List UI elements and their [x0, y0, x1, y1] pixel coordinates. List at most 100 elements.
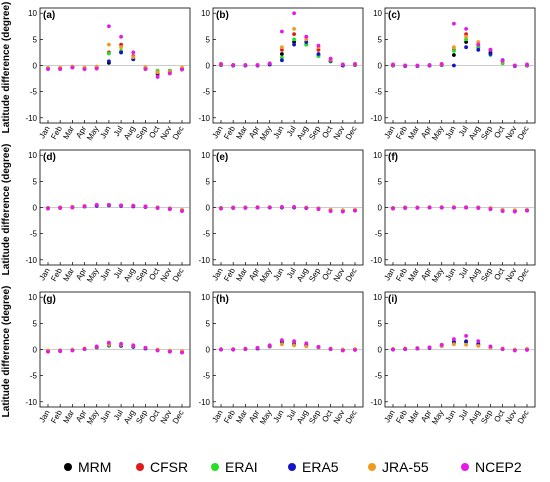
- x-tick-label: Jun: [443, 267, 457, 283]
- data-point: [107, 42, 111, 47]
- y-axis-label: Latitude difference (degree): [1, 2, 12, 134]
- x-tick-label: Mar: [61, 124, 76, 141]
- data-point: [439, 62, 444, 66]
- data-point: [46, 206, 50, 211]
- y-tick-label: 5: [378, 35, 383, 44]
- y-tick-label: 10: [201, 293, 210, 302]
- data-point: [280, 342, 284, 347]
- data-point: [316, 47, 321, 52]
- legend-label: ERAI: [225, 459, 258, 475]
- data-point: [304, 37, 309, 42]
- panel-label: (d): [43, 152, 56, 163]
- data-point: [353, 62, 357, 66]
- data-point: [107, 24, 111, 29]
- y-tick-label: -10: [198, 398, 210, 407]
- series-jra-55: [391, 205, 529, 213]
- x-tick-label: Dec: [171, 125, 186, 142]
- y-tick-label: 10: [28, 9, 37, 18]
- data-point: [280, 52, 284, 56]
- x-tick-label: Jun: [443, 409, 457, 425]
- legend-item-ncep2: NCEP2: [461, 459, 522, 475]
- data-point: [304, 341, 309, 346]
- y-tick-label: 0: [33, 346, 38, 355]
- y-tick-label: 0: [378, 204, 383, 213]
- data-point: [476, 206, 481, 210]
- data-point: [267, 205, 272, 210]
- series-ncep2: [391, 334, 529, 353]
- data-point: [292, 339, 296, 344]
- data-point: [94, 202, 99, 207]
- data-point: [525, 208, 529, 213]
- data-point: [340, 348, 345, 353]
- data-point: [464, 205, 468, 210]
- x-tick-label: Feb: [49, 408, 64, 425]
- x-tick-label: Feb: [222, 124, 237, 141]
- series-era5: [391, 205, 529, 213]
- data-point: [476, 339, 481, 344]
- series-mrm: [391, 40, 529, 68]
- data-point: [231, 63, 236, 67]
- x-tick-label: Jun: [271, 409, 285, 425]
- series-cfsr: [391, 205, 529, 214]
- x-tick-label: Aug: [295, 409, 310, 426]
- series-ncep2: [391, 21, 529, 68]
- x-tick-label: Nov: [159, 267, 174, 284]
- y-tick-label: -10: [198, 256, 210, 265]
- x-tick-label: May: [430, 125, 445, 143]
- legend-marker: [211, 463, 219, 471]
- data-point: [316, 344, 321, 349]
- y-tick-label: 5: [33, 35, 38, 44]
- x-tick-label: Aug: [467, 267, 482, 284]
- series-jra-55: [219, 342, 357, 352]
- data-point: [94, 66, 99, 71]
- data-point: [353, 348, 357, 352]
- x-tick-label: Jun: [443, 125, 457, 141]
- data-point: [82, 347, 87, 351]
- x-tick-label: May: [258, 125, 273, 143]
- series-mrm: [219, 40, 357, 68]
- data-point: [131, 343, 136, 348]
- series-era5: [219, 205, 357, 213]
- data-point: [167, 207, 172, 211]
- y-tick-label: -10: [25, 114, 37, 123]
- legend-label: ERA5: [302, 459, 339, 475]
- data-point: [328, 347, 333, 351]
- series-era5: [219, 40, 357, 68]
- data-point: [280, 205, 284, 209]
- x-tick-label: Dec: [516, 267, 531, 284]
- y-tick-label: 10: [373, 151, 382, 160]
- x-tick-label: May: [430, 409, 445, 427]
- data-point: [500, 209, 505, 214]
- x-tick-label: Aug: [295, 125, 310, 142]
- y-tick-label: 0: [33, 204, 38, 213]
- data-point: [219, 347, 223, 352]
- panel-label: (h): [216, 294, 229, 305]
- data-point: [340, 209, 345, 214]
- x-tick-label: Sep: [134, 266, 149, 283]
- data-point: [476, 40, 481, 44]
- series-ncep2: [219, 11, 357, 67]
- x-tick-label: Mar: [406, 266, 421, 283]
- data-point: [464, 40, 468, 44]
- data-point: [131, 55, 136, 60]
- series-ncep2: [46, 340, 184, 355]
- data-point: [280, 338, 284, 342]
- y-tick-label: -5: [375, 372, 383, 381]
- data-point: [180, 350, 184, 355]
- series-jra-55: [46, 42, 184, 75]
- y-tick-label: 5: [206, 35, 211, 44]
- legend-item-erai: ERAI: [211, 459, 258, 475]
- x-tick-label: Aug: [122, 125, 137, 142]
- x-tick-label: Mar: [61, 266, 76, 283]
- data-point: [476, 343, 481, 348]
- series-mrm: [219, 205, 357, 213]
- x-tick-label: Sep: [134, 408, 149, 425]
- legend-label: MRM: [78, 459, 111, 475]
- data-point: [439, 205, 444, 210]
- legend-marker: [288, 463, 296, 471]
- legend-marker: [64, 463, 72, 471]
